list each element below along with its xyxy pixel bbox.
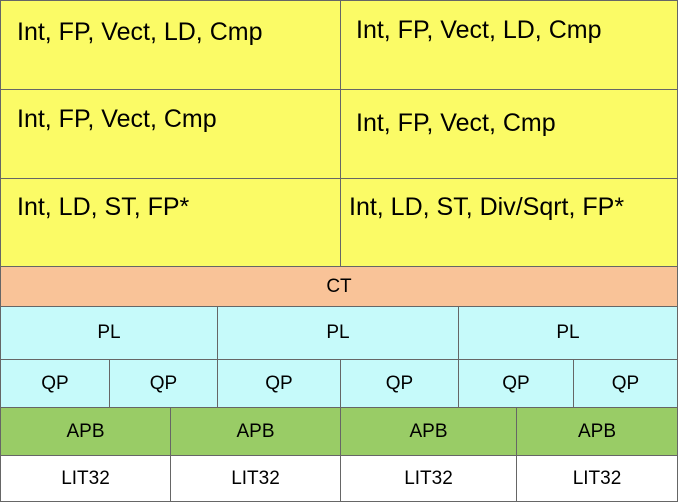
qp-label: QP [41, 372, 69, 394]
port-label: Int, FP, Vect, LD, Cmp [356, 16, 602, 44]
qp-label: QP [611, 372, 640, 394]
pl-label: PL [97, 322, 121, 343]
lit32-label: LIT32 [61, 467, 110, 489]
qp-block: QP [0, 359, 110, 408]
port-block-r1-right: Int, FP, Vect, LD, Cmp [340, 0, 678, 90]
apb-block: APB [0, 407, 171, 456]
lit32-label: LIT32 [231, 467, 280, 489]
pl-label: PL [556, 322, 580, 343]
lit32-label: LIT32 [404, 467, 453, 489]
pl-block: PL [0, 306, 218, 360]
ct-block: CT [0, 266, 678, 307]
apb-block: APB [516, 407, 678, 456]
lit32-block: LIT32 [516, 455, 678, 502]
port-label: Int, FP, Vect, Cmp [356, 109, 556, 137]
apb-label: APB [577, 420, 617, 442]
pl-block: PL [458, 306, 678, 360]
apb-label: APB [66, 420, 105, 442]
qp-block: QP [458, 359, 574, 408]
pl-block: PL [217, 306, 459, 360]
qp-label: QP [385, 372, 414, 394]
lit32-block: LIT32 [0, 455, 171, 502]
apb-block: APB [170, 407, 341, 456]
ct-label: CT [326, 275, 352, 297]
port-label: Int, LD, ST, Div/Sqrt, FP* [349, 193, 625, 221]
qp-block: QP [217, 359, 341, 408]
port-block-r3-left: Int, LD, ST, FP* [0, 178, 341, 267]
port-label: Int, LD, ST, FP* [17, 193, 190, 221]
pl-label: PL [326, 322, 350, 343]
port-block-r2-right: Int, FP, Vect, Cmp [340, 89, 678, 179]
qp-label: QP [149, 372, 178, 394]
qp-block: QP [573, 359, 678, 408]
port-label: Int, FP, Vect, Cmp [17, 105, 217, 133]
lit32-label: LIT32 [572, 467, 622, 489]
port-block-r1-left: Int, FP, Vect, LD, Cmp [0, 0, 341, 90]
port-block-r3-right: Int, LD, ST, Div/Sqrt, FP* [340, 178, 678, 267]
qp-label: QP [502, 372, 530, 394]
port-block-r2-left: Int, FP, Vect, Cmp [0, 89, 341, 179]
apb-label: APB [236, 420, 275, 442]
qp-block: QP [109, 359, 218, 408]
port-label: Int, FP, Vect, LD, Cmp [17, 18, 263, 46]
qp-block: QP [340, 359, 459, 408]
apb-label: APB [409, 420, 448, 442]
lit32-block: LIT32 [170, 455, 341, 502]
apb-block: APB [340, 407, 517, 456]
lit32-block: LIT32 [340, 455, 517, 502]
qp-label: QP [265, 372, 293, 394]
